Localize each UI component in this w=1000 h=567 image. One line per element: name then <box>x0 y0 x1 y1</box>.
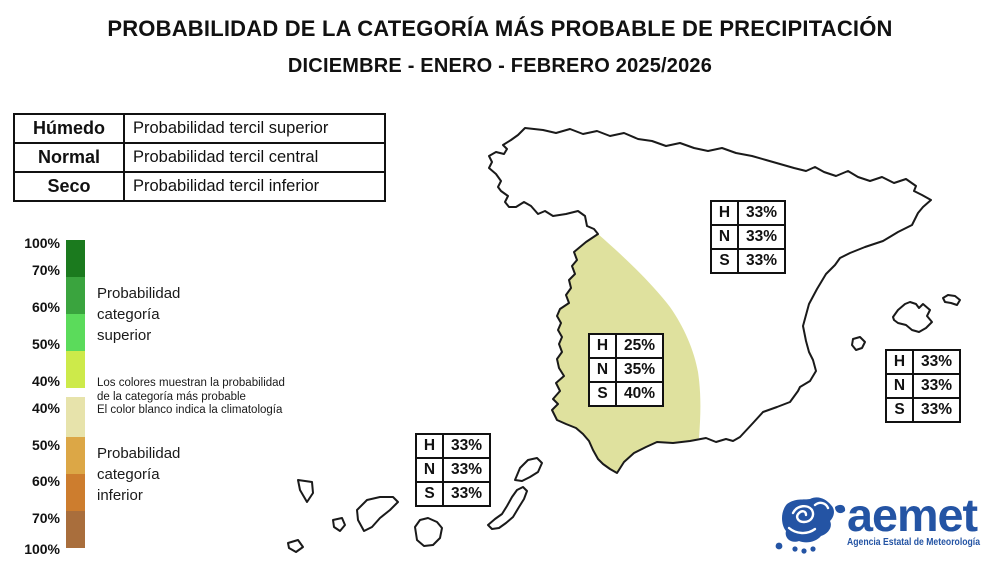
aemet-logo-icon-swirls <box>787 501 830 535</box>
canary-islands <box>287 457 543 553</box>
table-row: Húmedo Probabilidad tercil superior <box>13 113 386 144</box>
scale-segment-upper-50-40 <box>66 351 85 388</box>
scale-notes: Los colores muestran la probabilidad de … <box>97 377 285 418</box>
prob-value: 35% <box>615 357 664 383</box>
scale-tick: 60% <box>31 473 60 489</box>
prob-key: S <box>885 397 914 423</box>
category-label: Seco <box>13 171 125 202</box>
lower-category-caption: Probabilidad categoría inferior <box>97 443 180 506</box>
table-row: Normal Probabilidad tercil central <box>13 142 386 173</box>
la-gomera-island <box>332 517 346 532</box>
scale-tick: 60% <box>31 299 60 315</box>
prob-key: H <box>885 349 914 375</box>
scale-segment-upper-70-60 <box>66 277 85 314</box>
prob-value: 25% <box>615 333 664 359</box>
caption-line: categoría <box>97 466 160 483</box>
scale-tick: 100% <box>24 541 60 557</box>
prob-key: N <box>710 224 739 250</box>
note-line: El color blanco indica la climatología <box>97 404 283 416</box>
upper-category-caption: Probabilidad categoría superior <box>97 283 180 346</box>
table-row: Seco Probabilidad tercil inferior <box>13 171 386 202</box>
aemet-logo-dots <box>775 542 816 554</box>
aemet-logo-swoosh <box>835 504 846 514</box>
category-description: Probabilidad tercil inferior <box>123 171 386 202</box>
prob-value: 33% <box>737 248 786 274</box>
note-line: Los colores muestran la probabilidad <box>97 377 285 389</box>
prob-table-north: H 33% N 33% S 33% <box>710 200 786 274</box>
prob-table-balearic: H 33% N 33% S 33% <box>885 349 961 423</box>
page-title: PROBABILIDAD DE LA CATEGORÍA MÁS PROBABL… <box>107 16 893 41</box>
fuerteventura-island <box>487 486 528 530</box>
caption-line: Probabilidad <box>97 285 181 302</box>
balearic-islands <box>851 294 961 351</box>
prob-key: S <box>710 248 739 274</box>
ibiza-island <box>851 336 866 351</box>
prob-key: N <box>415 457 444 483</box>
spain-peninsula-outline <box>488 127 932 474</box>
scale-segment-upper-60-50 <box>66 314 85 351</box>
prob-key: N <box>885 373 914 399</box>
prob-key: H <box>710 200 739 226</box>
gran-canaria-island <box>414 517 443 547</box>
lanzarote-island <box>514 457 543 482</box>
category-label: Normal <box>13 142 125 173</box>
prob-value: 40% <box>615 381 664 407</box>
scale-tick: 40% <box>31 373 60 389</box>
prob-key: H <box>415 433 444 459</box>
prob-value: 33% <box>442 433 491 459</box>
prob-value: 33% <box>912 373 961 399</box>
scale-segment-upper-100-70 <box>66 240 85 277</box>
scale-segment-lower-40-50 <box>66 397 85 437</box>
prob-key: H <box>588 333 617 359</box>
scale-tick: 70% <box>31 510 60 526</box>
prob-table-canary: H 33% N 33% S 33% <box>415 433 491 507</box>
aemet-logo: aemet Agencia Estatal de Meteorología <box>775 489 980 554</box>
tenerife-island <box>356 496 399 532</box>
prob-value: 33% <box>737 200 786 226</box>
scale-tick: 100% <box>24 235 60 251</box>
mallorca-island <box>892 301 933 333</box>
scale-tick: 40% <box>31 400 60 416</box>
caption-line: inferior <box>97 487 143 504</box>
category-legend-table: Húmedo Probabilidad tercil superior Norm… <box>13 113 386 202</box>
prob-key: S <box>415 481 444 507</box>
prob-key: S <box>588 381 617 407</box>
scale-tick: 50% <box>31 437 60 453</box>
scale-tick: 70% <box>31 262 60 278</box>
prob-key: N <box>588 357 617 383</box>
scale-tick: 50% <box>31 336 60 352</box>
prob-value: 33% <box>442 457 491 483</box>
menorca-island <box>942 294 961 306</box>
aemet-logo-wordmark: aemet <box>847 489 978 541</box>
prob-table-southwest: H 25% N 35% S 40% <box>588 333 664 407</box>
category-description: Probabilidad tercil central <box>123 142 386 173</box>
note-line: de la categoría más probable <box>97 390 246 403</box>
caption-line: categoría <box>97 306 160 323</box>
category-description: Probabilidad tercil superior <box>123 113 386 144</box>
aemet-logo-subtitle: Agencia Estatal de Meteorología <box>847 536 980 548</box>
scale-segment-lower-60-70 <box>66 474 85 511</box>
el-hierro-island <box>287 539 304 553</box>
prob-value: 33% <box>912 397 961 423</box>
prob-value: 33% <box>442 481 491 507</box>
prob-value: 33% <box>912 349 961 375</box>
scale-segment-lower-50-60 <box>66 437 85 474</box>
page-subtitle: DICIEMBRE - ENERO - FEBRERO 2025/2026 <box>287 55 713 77</box>
la-palma-island <box>297 479 314 503</box>
caption-line: superior <box>97 327 152 344</box>
category-label: Húmedo <box>13 113 125 144</box>
scale-segment-lower-70-100 <box>66 511 85 548</box>
prob-value: 33% <box>737 224 786 250</box>
caption-line: Probabilidad <box>97 445 181 462</box>
